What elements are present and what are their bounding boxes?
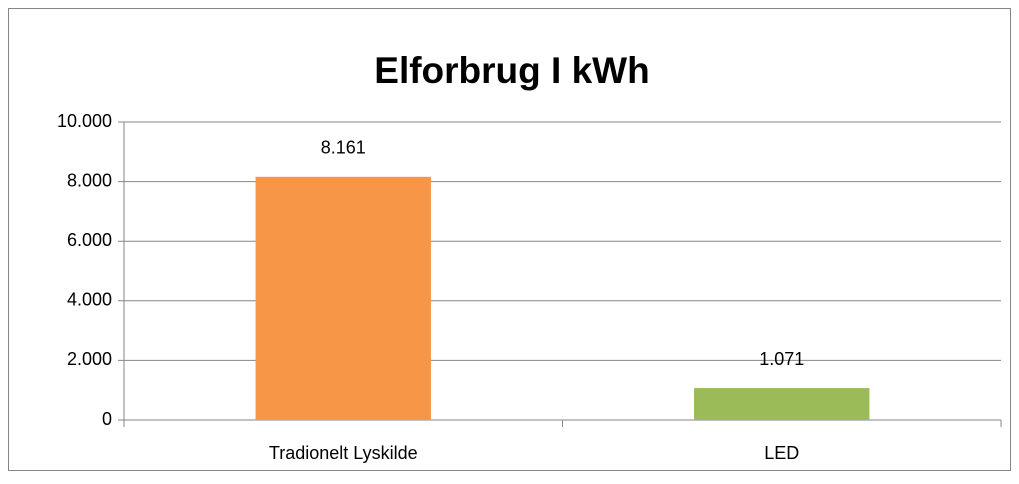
y-tick-label: 10.000 [57,111,112,131]
y-tick-label: 4.000 [67,290,112,310]
y-tick-label: 2.000 [67,349,112,369]
data-label: 1.071 [759,349,804,369]
x-tick-label: LED [764,443,799,463]
x-tick-label: Tradionelt Lyskilde [269,443,418,463]
data-label: 8.161 [321,138,366,158]
y-tick-label: 8.000 [67,170,112,190]
y-tick-label: 0 [102,409,112,429]
y-tick-label: 6.000 [67,230,112,250]
chart-title: Elforbrug I kWh [374,50,649,91]
bar [255,176,431,420]
bar [694,388,870,420]
